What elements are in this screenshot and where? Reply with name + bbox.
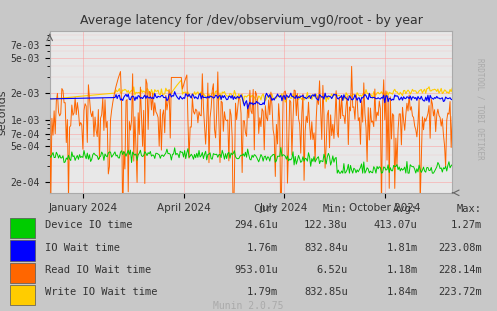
Title: Average latency for /dev/observium_vg0/root - by year: Average latency for /dev/observium_vg0/r…	[80, 14, 422, 27]
Text: 1.84m: 1.84m	[386, 287, 417, 297]
Text: 223.08m: 223.08m	[438, 243, 482, 253]
Bar	[10, 218, 35, 238]
Text: RRDTOOL / TOBI OETIKER: RRDTOOL / TOBI OETIKER	[476, 58, 485, 160]
Bar	[10, 240, 35, 261]
Text: IO Wait time: IO Wait time	[45, 243, 120, 253]
Bar	[10, 263, 35, 283]
Text: 832.84u: 832.84u	[304, 243, 348, 253]
Text: 122.38u: 122.38u	[304, 220, 348, 230]
Text: 1.76m: 1.76m	[247, 243, 278, 253]
Bar	[10, 285, 35, 305]
Text: 294.61u: 294.61u	[235, 220, 278, 230]
Text: 1.79m: 1.79m	[247, 287, 278, 297]
Text: Max:: Max:	[457, 204, 482, 215]
Text: Munin 2.0.75: Munin 2.0.75	[213, 301, 284, 311]
Text: Read IO Wait time: Read IO Wait time	[45, 265, 151, 275]
Text: Min:: Min:	[323, 204, 348, 215]
Text: Cur:: Cur:	[253, 204, 278, 215]
Text: 1.27m: 1.27m	[451, 220, 482, 230]
Text: 1.18m: 1.18m	[386, 265, 417, 275]
Text: 832.85u: 832.85u	[304, 287, 348, 297]
Text: 413.07u: 413.07u	[374, 220, 417, 230]
Text: 223.72m: 223.72m	[438, 287, 482, 297]
Text: Device IO time: Device IO time	[45, 220, 132, 230]
Text: Avg:: Avg:	[393, 204, 417, 215]
Text: 6.52u: 6.52u	[317, 265, 348, 275]
Text: 953.01u: 953.01u	[235, 265, 278, 275]
Text: Write IO Wait time: Write IO Wait time	[45, 287, 157, 297]
Text: 228.14m: 228.14m	[438, 265, 482, 275]
Text: 1.81m: 1.81m	[386, 243, 417, 253]
Y-axis label: seconds: seconds	[0, 89, 8, 135]
